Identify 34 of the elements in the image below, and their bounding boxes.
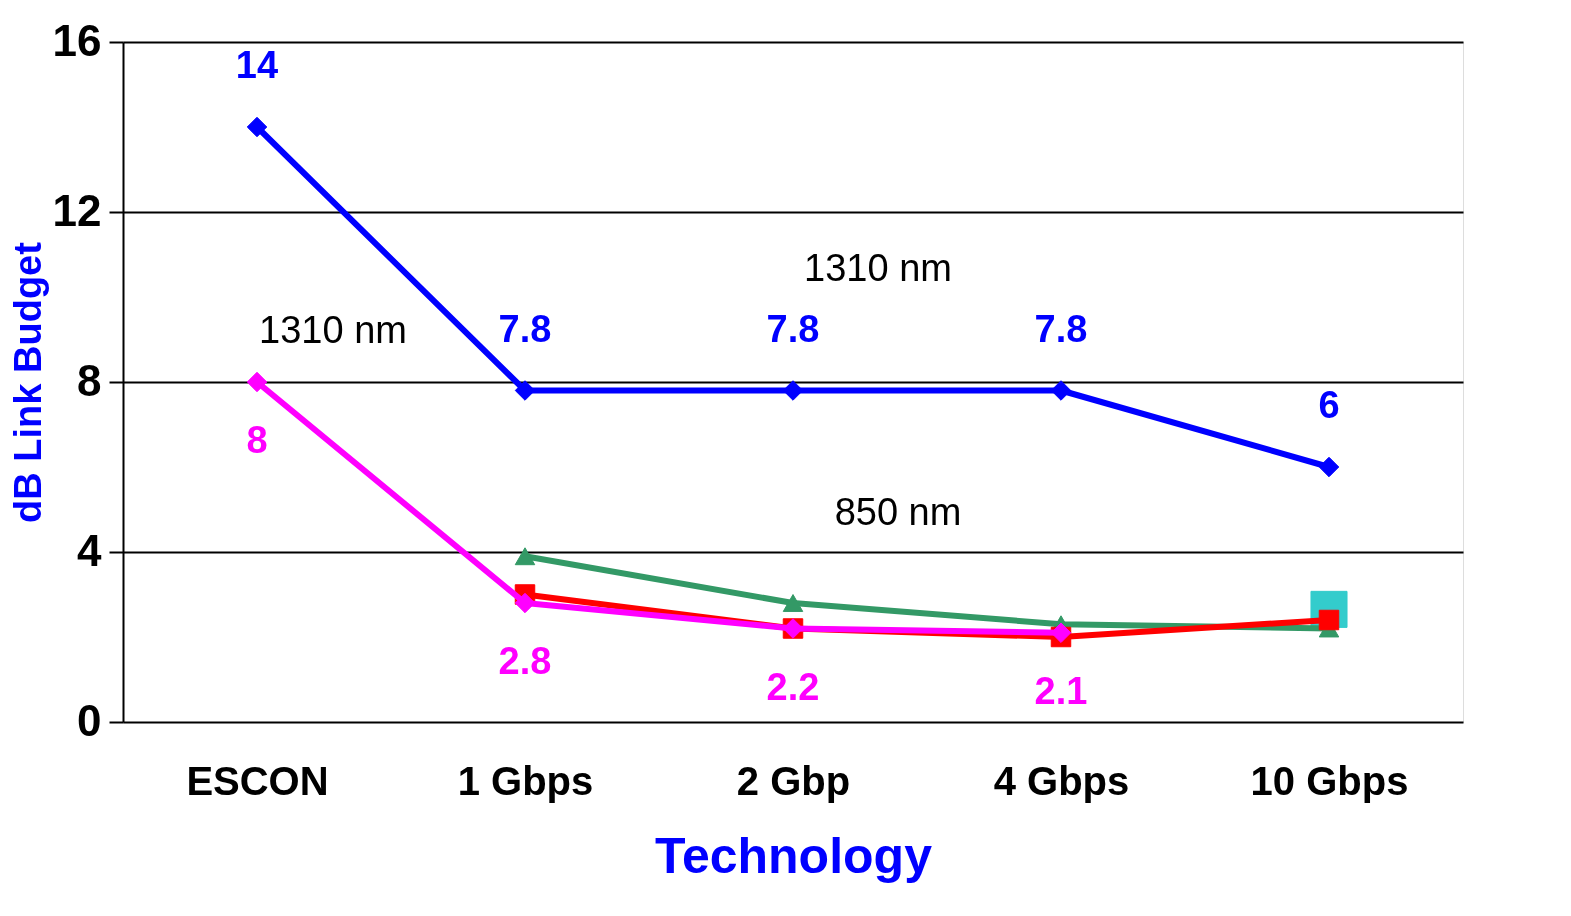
y-tick-label: 12 [52, 185, 102, 235]
x-tick-label: 2 Gbp [736, 758, 851, 803]
data-label: 7.8 [498, 307, 552, 350]
point [1318, 456, 1340, 478]
annotation: 850 nm [834, 491, 962, 533]
x-axis-title: Technology [655, 827, 933, 884]
point [1050, 622, 1072, 643]
data-label: 8 [246, 419, 268, 461]
annotation: 1310 nm [804, 247, 952, 289]
y-tick-label: 4 [77, 525, 103, 575]
data-label: 2.8 [498, 640, 552, 682]
data-label: 7.8 [1034, 307, 1088, 350]
data-label: 2.1 [1034, 669, 1088, 712]
y-tick-label: 8 [77, 355, 102, 405]
point [246, 371, 268, 393]
point [514, 592, 536, 614]
x-tick-label: 1 Gbps [457, 758, 594, 803]
point [782, 594, 804, 612]
point [1050, 380, 1072, 401]
point [514, 547, 536, 566]
x-tick-label: ESCON [186, 758, 329, 803]
data-label: 7.8 [766, 307, 820, 350]
x-tick-label: 10 Gbps [1250, 758, 1409, 803]
y-tick-label: 0 [77, 695, 102, 745]
point [246, 116, 268, 138]
x-tick-label: 4 Gbps [993, 758, 1130, 803]
y-axis-title: dB Link Budget [6, 241, 49, 523]
data-label: 14 [235, 44, 279, 86]
point [782, 380, 804, 401]
y-tick-label: 16 [52, 15, 102, 65]
data-label: 6 [1318, 384, 1340, 426]
annotation: 1310 nm [259, 309, 407, 351]
data-label: 2.2 [766, 665, 820, 708]
point [514, 380, 536, 401]
